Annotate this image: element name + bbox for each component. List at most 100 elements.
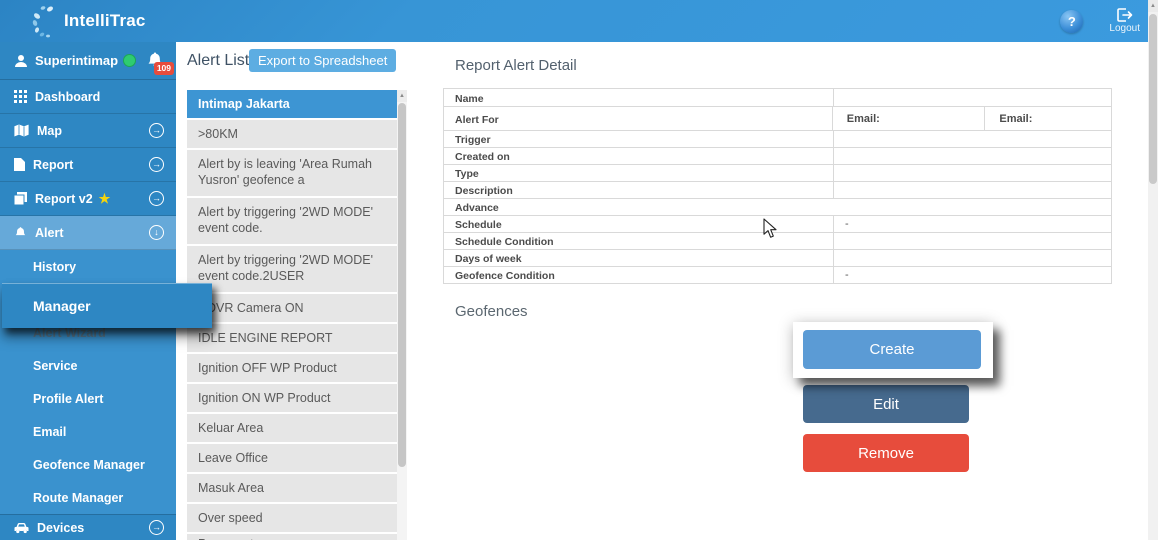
sidebar-item-label: Dashboard (35, 89, 101, 104)
intellitrac-logo-icon (30, 4, 60, 38)
chevron-right-circle-icon: → (149, 520, 164, 535)
sidebar-item-label: Report (33, 157, 74, 172)
geofences-title: Geofences (455, 303, 528, 320)
sidebar-item-alert-wizard[interactable]: Alert Wizard (33, 325, 106, 340)
email-cell: Email: (984, 107, 1111, 130)
alert-list-item[interactable]: Power cut (187, 534, 397, 540)
chevron-right-circle-icon: → (149, 191, 164, 206)
logout-button[interactable]: Logout (1109, 8, 1140, 34)
sidebar-item-report[interactable]: Report → (0, 148, 176, 182)
alert-list-item[interactable]: Keluar Area (187, 414, 397, 442)
sidebar-item-report-v2[interactable]: Report v2 ★ → (0, 182, 176, 216)
table-row: Alert For Email: Email: (444, 107, 1111, 131)
app-title: IntelliTrac (64, 11, 146, 30)
table-row: Created on (444, 148, 1111, 165)
alert-list-item[interactable]: Masuk Area (187, 474, 397, 502)
alert-list-item[interactable]: Alert by is leaving 'Area Rumah Yusron' … (187, 150, 397, 196)
star-icon: ★ (98, 190, 111, 206)
user-row[interactable]: Superintimap 109 (0, 42, 176, 80)
alert-list-item[interactable]: IDLE ENGINE REPORT (187, 324, 397, 352)
sidebar-item-service[interactable]: Service (33, 358, 78, 373)
row-value (834, 250, 1111, 266)
sidebar-item-label: Report v2 ★ (35, 191, 149, 207)
chevron-right-circle-icon: → (149, 157, 164, 172)
sidebar-item-label: Map (37, 123, 62, 138)
alert-list-item[interactable]: Leave Office (187, 444, 397, 472)
edit-button[interactable]: Edit (803, 385, 969, 423)
scrollbar-thumb[interactable] (1149, 14, 1157, 184)
chevron-right-circle-icon: → (149, 123, 164, 138)
row-label: Geofence Condition (444, 267, 834, 283)
row-value (834, 131, 1111, 147)
alert-list-item[interactable]: Alert by triggering '2WD MODE' event cod… (187, 246, 397, 292)
export-to-spreadsheet-button[interactable]: Export to Spreadsheet (249, 49, 397, 72)
table-row: Trigger (444, 131, 1111, 148)
table-row-advance: Advance (444, 199, 1111, 216)
report-alert-detail-title: Report Alert Detail (455, 57, 577, 74)
table-row: Schedule - (444, 216, 1111, 233)
user-icon (14, 54, 28, 68)
row-label: Name (444, 89, 834, 106)
sidebar-item-history[interactable]: History (33, 259, 77, 274)
header-actions: ? Logout (1060, 0, 1140, 42)
alert-list-item[interactable]: Ignition OFF WP Product (187, 354, 397, 382)
alert-list-scrollbar[interactable]: ▲ (397, 90, 407, 540)
sidebar-item-route-manager[interactable]: Route Manager (33, 490, 124, 505)
dashboard-grid-icon (14, 90, 27, 103)
sidebar-item-alert[interactable]: Alert ↓ (0, 216, 176, 250)
table-row: Description (444, 182, 1111, 199)
sidebar-item-dashboard[interactable]: Dashboard (0, 80, 176, 114)
email-cell: Email: (846, 112, 880, 125)
sidebar-item-manager-highlighted[interactable]: Manager (2, 283, 212, 328)
username: Superintimap (35, 53, 119, 68)
row-label: Days of week (444, 250, 834, 266)
row-value (834, 165, 1111, 181)
alert-list-item[interactable]: Ignition ON WP Product (187, 384, 397, 412)
alert-list-item[interactable]: >80KM (187, 120, 397, 148)
row-label: Schedule Condition (444, 233, 834, 249)
row-value (834, 233, 1111, 249)
table-row: Schedule Condition (444, 233, 1111, 250)
alert-list-item[interactable]: Alert by triggering '2WD MODE' event cod… (187, 198, 397, 244)
help-icon[interactable]: ? (1060, 9, 1084, 33)
scroll-up-icon[interactable]: ▲ (1148, 0, 1158, 12)
sidebar-item-email[interactable]: Email (33, 424, 67, 439)
table-row: Name (444, 89, 1111, 107)
chevron-down-circle-icon: ↓ (149, 225, 164, 240)
alert-list-item-selected[interactable]: Intimap Jakarta (187, 90, 397, 118)
row-label: Trigger (444, 131, 834, 147)
notification-badge: 109 (153, 62, 174, 75)
sidebar-item-geofence-manager[interactable]: Geofence Manager (33, 457, 145, 472)
row-value (834, 182, 1111, 198)
create-button[interactable]: Create (803, 330, 981, 369)
row-value (834, 89, 1111, 106)
row-label: Type (444, 165, 834, 181)
sidebar-item-label: Alert (35, 225, 64, 240)
online-status-icon (123, 54, 136, 67)
brand: IntelliTrac (30, 4, 146, 38)
row-label: Alert For (444, 107, 833, 130)
scroll-up-icon[interactable]: ▲ (397, 90, 407, 102)
row-label: Schedule (444, 216, 834, 232)
sidebar-item-label: Devices (37, 520, 85, 535)
sidebar-item-map[interactable]: Map → (0, 114, 176, 148)
report-alert-detail-table: Name Alert For Email: Email: Trigger Cre… (443, 88, 1112, 284)
top-header: IntelliTrac ? Logout (0, 0, 1158, 42)
sidebar: Superintimap 109 Dashboard (0, 42, 212, 540)
alert-list-item[interactable]: Over speed (187, 504, 397, 532)
page-scrollbar[interactable]: ▲ (1148, 0, 1158, 540)
row-value: - (845, 269, 849, 281)
alert-list-item[interactable]: HDVR Camera ON (187, 294, 397, 322)
create-button-highlight: Create (793, 322, 993, 378)
remove-button[interactable]: Remove (803, 434, 969, 472)
sidebar-item-devices[interactable]: Devices → (0, 514, 176, 540)
notifications[interactable]: 109 (146, 51, 174, 75)
logout-label: Logout (1109, 23, 1140, 34)
alert-list-title: Alert List (187, 52, 250, 69)
row-label: Created on (444, 148, 834, 164)
sidebar-item-profile-alert[interactable]: Profile Alert (33, 391, 104, 406)
alert-list: Intimap Jakarta >80KM Alert by is leavin… (187, 90, 397, 540)
scrollbar-thumb[interactable] (398, 103, 406, 467)
sidebar-item-text: Report v2 (35, 191, 93, 206)
